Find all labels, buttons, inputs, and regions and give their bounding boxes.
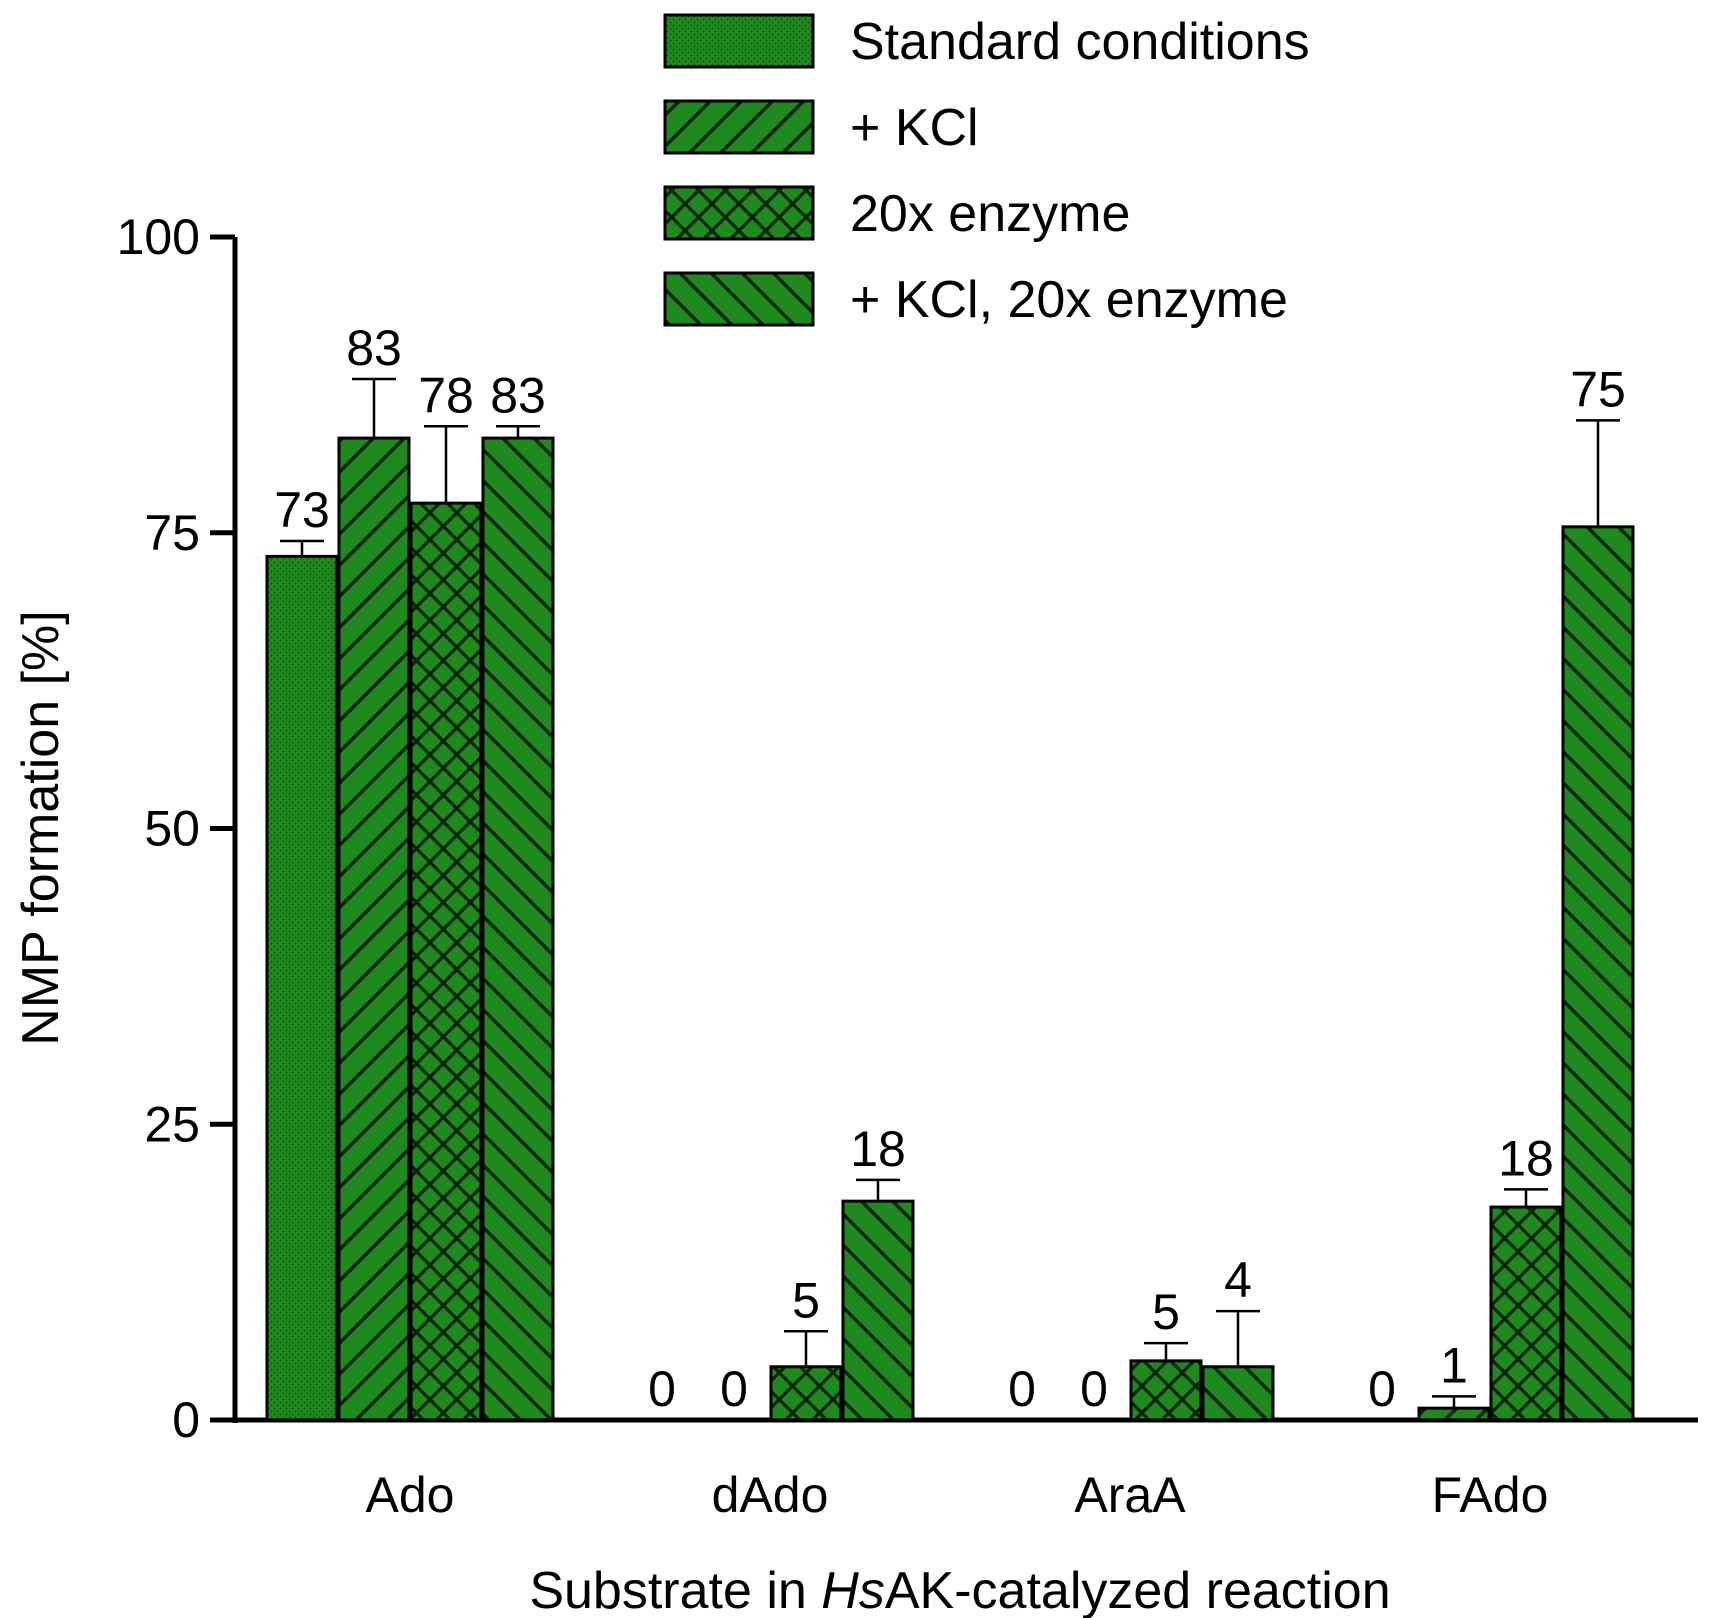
y-tick-label: 75: [144, 505, 200, 561]
bar-FAdo-1: [1417, 1406, 1491, 1422]
y-axis-title: NMP formation [%]: [12, 610, 70, 1045]
y-ticks: 0 25 50 75 100: [117, 209, 235, 1448]
legend: Standard conditions + KCl 20x enzyme + KCl,…: [663, 13, 1310, 329]
x-axis-title-part: AK-catalyzed reaction: [885, 1562, 1391, 1618]
legend-swatch: [663, 185, 815, 241]
data-label-FAdo-1: 1: [1440, 1337, 1468, 1393]
data-label-dAdo-1: 0: [720, 1361, 748, 1417]
legend-label: Standard conditions: [850, 13, 1310, 71]
bar-dAdo-3: [841, 1199, 915, 1422]
data-label-Ado-3: 83: [490, 367, 546, 423]
y-tick-label: 100: [117, 209, 200, 265]
bar-FAdo-3: [1561, 525, 1635, 1422]
category-labels: Ado dAdo AraA FAdo: [366, 1467, 1549, 1523]
x-axis-title-part: Hs: [821, 1562, 885, 1618]
category-label: dAdo: [712, 1467, 829, 1523]
data-label-AraA-2: 5: [1152, 1284, 1180, 1340]
legend-label: + KCl, 20x enzyme: [850, 271, 1288, 329]
legend-swatch: [663, 13, 815, 69]
legend-swatch: [663, 271, 815, 327]
category-label: AraA: [1074, 1467, 1186, 1523]
legend-label: 20x enzyme: [850, 185, 1130, 243]
legend-swatch: [663, 99, 815, 155]
bar-AraA-2: [1129, 1359, 1203, 1422]
error-bars: [280, 377, 1620, 1409]
data-label-dAdo-2: 5: [792, 1272, 820, 1328]
data-label-Ado-2: 78: [418, 367, 474, 423]
y-tick-label: 0: [172, 1392, 200, 1448]
data-label-FAdo-2: 18: [1498, 1130, 1554, 1186]
bar-Ado-2: [409, 501, 483, 1422]
data-label-AraA-3: 4: [1224, 1252, 1252, 1308]
category-label: FAdo: [1432, 1467, 1549, 1523]
data-label-Ado-0: 73: [274, 482, 330, 538]
bar-FAdo-2: [1489, 1205, 1563, 1422]
bar-AraA-3: [1201, 1365, 1275, 1422]
y-tick-label: 25: [144, 1096, 200, 1152]
data-label-Ado-1: 83: [346, 320, 402, 376]
bars: [265, 436, 1635, 1422]
bar-Ado-1: [337, 436, 411, 1422]
data-label-FAdo-3: 75: [1570, 361, 1626, 417]
legend-label: + KCl: [850, 99, 979, 157]
data-label-FAdo-0: 0: [1368, 1361, 1396, 1417]
data-label-AraA-0: 0: [1008, 1361, 1036, 1417]
data-label-AraA-1: 0: [1080, 1361, 1108, 1417]
bar-Ado-3: [481, 436, 555, 1422]
bar-Ado-0: [265, 554, 339, 1422]
x-axis-title: Substrate in HsAK-catalyzed reaction: [529, 1562, 1390, 1618]
y-tick-label: 50: [144, 801, 200, 857]
category-label: Ado: [366, 1467, 455, 1523]
bar-dAdo-2: [769, 1365, 843, 1422]
data-label-dAdo-3: 18: [850, 1121, 906, 1177]
x-axis-title-part: Substrate in: [529, 1562, 821, 1618]
data-label-dAdo-0: 0: [648, 1361, 676, 1417]
